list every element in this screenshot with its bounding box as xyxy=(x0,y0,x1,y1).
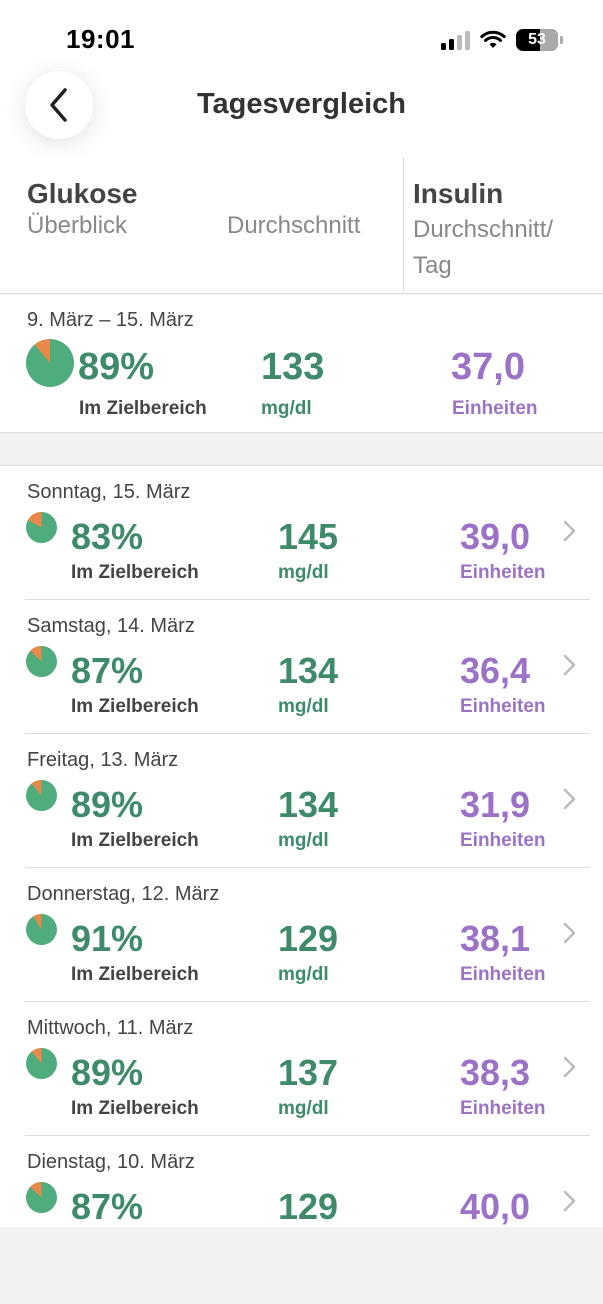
day-row[interactable]: Freitag, 13. März 89% Im Zielbereich 134… xyxy=(0,734,603,868)
day-date: Samstag, 14. März xyxy=(27,615,195,637)
row-divider xyxy=(25,733,590,734)
row-divider xyxy=(25,867,590,868)
day-glucose-average: 134 xyxy=(278,784,339,825)
day-in-range-label: Im Zielbereich xyxy=(71,964,199,985)
chevron-right-icon xyxy=(563,654,576,676)
day-in-range-percent: 89% xyxy=(71,1052,144,1093)
day-in-range-percent: 87% xyxy=(71,1186,144,1227)
day-row[interactable]: Samstag, 14. März 87% Im Zielbereich 134… xyxy=(0,600,603,734)
summary-glucose-unit: mg/dl xyxy=(261,398,312,419)
day-in-range-label: Im Zielbereich xyxy=(71,830,199,851)
status-bar: 19:01 53 xyxy=(0,0,603,78)
summary-in-range-percent: 89% xyxy=(78,346,155,388)
day-date: Dienstag, 10. März xyxy=(27,1151,195,1173)
time-in-range-pie-icon xyxy=(26,1182,57,1213)
time-in-range-pie-icon xyxy=(26,512,57,543)
day-insulin-unit: Einheiten xyxy=(460,562,546,583)
day-insulin-average: 38,1 xyxy=(460,918,531,959)
chevron-right-icon xyxy=(563,520,576,542)
time-in-range-pie-icon xyxy=(26,780,57,811)
summary-insulin-average: 37,0 xyxy=(451,346,525,388)
navigation-bar: Tagesvergleich xyxy=(0,71,603,158)
day-glucose-average: 134 xyxy=(278,650,339,691)
pie-out-of-range-slice xyxy=(31,780,42,796)
day-glucose-unit: mg/dl xyxy=(278,696,329,717)
day-glucose-unit: mg/dl xyxy=(278,1098,329,1119)
back-button[interactable] xyxy=(25,71,93,139)
battery-level: 53 xyxy=(528,31,546,48)
status-icons: 53 xyxy=(441,28,563,52)
day-row[interactable]: Donnerstag, 12. März 91% Im Zielbereich … xyxy=(0,868,603,1002)
day-insulin-average: 40,0 xyxy=(460,1186,531,1227)
row-divider xyxy=(25,1001,590,1002)
time-in-range-pie-icon xyxy=(26,339,74,387)
glucose-header: Glukose xyxy=(27,178,138,209)
day-in-range-percent: 89% xyxy=(71,784,144,825)
day-in-range-percent: 87% xyxy=(71,650,144,691)
chevron-right-icon xyxy=(563,1190,576,1212)
wifi-icon xyxy=(480,30,506,48)
chevron-right-icon xyxy=(563,788,576,810)
day-insulin-unit: Einheiten xyxy=(460,696,546,717)
cellular-signal-icon xyxy=(441,30,470,50)
column-divider xyxy=(403,158,404,292)
pie-out-of-range-slice xyxy=(30,1182,42,1198)
time-in-range-pie-icon xyxy=(26,646,57,677)
chevron-right-icon xyxy=(563,1056,576,1078)
day-in-range-label: Im Zielbereich xyxy=(71,1098,199,1119)
day-insulin-unit: Einheiten xyxy=(460,964,546,985)
summary-glucose-average: 133 xyxy=(261,346,325,388)
day-insulin-unit: Einheiten xyxy=(460,1098,546,1119)
day-in-range-label: Im Zielbereich xyxy=(71,696,199,717)
insulin-header: Insulin xyxy=(413,178,504,209)
row-divider xyxy=(25,1135,590,1136)
day-glucose-unit: mg/dl xyxy=(278,562,329,583)
day-row[interactable]: Mittwoch, 11. März 89% Im Zielbereich 13… xyxy=(0,1002,603,1136)
day-in-range-percent: 83% xyxy=(71,516,144,557)
battery-icon: 53 xyxy=(516,29,558,51)
insulin-average-header: Durchschnitt/ Tag xyxy=(413,216,554,279)
chevron-left-icon xyxy=(50,88,67,122)
day-glucose-unit: mg/dl xyxy=(278,830,329,851)
time-in-range-pie-icon xyxy=(26,914,57,945)
summary-insulin-unit: Einheiten xyxy=(452,398,538,419)
page-title: Tagesvergleich xyxy=(196,88,406,120)
day-insulin-average: 36,4 xyxy=(460,650,531,691)
day-glucose-unit: mg/dl xyxy=(278,964,329,985)
overview-header: Überblick xyxy=(27,212,128,239)
pie-out-of-range-slice xyxy=(30,646,42,662)
day-date: Mittwoch, 11. März xyxy=(27,1017,194,1039)
day-insulin-average: 38,3 xyxy=(460,1052,531,1093)
day-date: Sonntag, 15. März xyxy=(27,481,191,503)
pie-out-of-range-slice xyxy=(27,512,42,528)
day-glucose-average: 137 xyxy=(278,1052,339,1093)
row-divider xyxy=(25,599,590,600)
summary-in-range-label: Im Zielbereich xyxy=(79,398,207,419)
day-glucose-average: 129 xyxy=(278,1186,339,1227)
day-row[interactable]: Sonntag, 15. März 83% Im Zielbereich 145… xyxy=(0,466,603,600)
day-glucose-average: 145 xyxy=(278,516,339,557)
column-header: Glukose Überblick Durchschnitt Insulin D… xyxy=(0,158,603,294)
day-date: Donnerstag, 12. März xyxy=(27,883,220,905)
summary-date-range: 9. März – 15. März xyxy=(27,309,194,331)
battery-tip xyxy=(560,36,563,44)
average-header: Durchschnitt xyxy=(227,212,361,239)
pie-out-of-range-slice xyxy=(34,339,50,363)
pie-out-of-range-slice xyxy=(33,914,42,930)
time-in-range-pie-icon xyxy=(26,1048,57,1079)
day-insulin-average: 31,9 xyxy=(460,784,531,825)
day-insulin-unit: Einheiten xyxy=(460,830,546,851)
status-time: 19:01 xyxy=(66,24,135,54)
day-insulin-average: 39,0 xyxy=(460,516,531,557)
chevron-right-icon xyxy=(563,922,576,944)
day-in-range-percent: 91% xyxy=(71,918,144,959)
daily-list: Sonntag, 15. März 83% Im Zielbereich 145… xyxy=(0,465,603,1227)
day-in-range-label: Im Zielbereich xyxy=(71,562,199,583)
day-date: Freitag, 13. März xyxy=(27,749,179,771)
day-row[interactable]: Dienstag, 10. März 87% 129 40,0 xyxy=(0,1136,603,1227)
day-glucose-average: 129 xyxy=(278,918,339,959)
pie-out-of-range-slice xyxy=(31,1048,42,1064)
weekly-summary: 9. März – 15. März 89% Im Zielbereich 13… xyxy=(0,295,603,433)
